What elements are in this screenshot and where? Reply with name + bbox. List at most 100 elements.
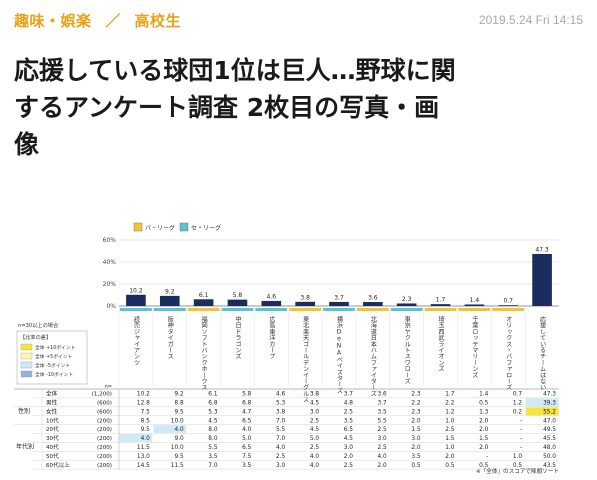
table-cell: 2.3 [411,409,421,415]
table-cell: 3.0 [378,436,388,442]
chart-bar [430,304,451,306]
table-cell: 5.3 [276,401,286,407]
table-cell: 5.5 [378,418,388,424]
subcategory-link[interactable]: 高校生 [134,12,182,30]
table-cell: 5.5 [276,427,286,433]
table-cell: 10.2 [137,392,150,398]
table-cell: 4.0 [174,427,184,433]
table-cell: 4.0 [378,454,388,460]
table-cell: 3.5 [344,418,354,424]
chart-legend-swatch [179,222,189,232]
table-cell: - [520,436,522,442]
table-footnote: ※「全体」のスコアで降順ソート [476,467,559,475]
table-cell: 9.5 [174,454,184,460]
table-cell: 2.0 [344,454,354,460]
chart-category-label: 千葉ロッテマリーンズ [471,315,478,378]
table-cell: 2.5 [344,409,354,415]
table-cell: 2.0 [479,427,489,433]
table-cell: 4.5 [310,401,320,407]
chart-league-strip [356,308,389,311]
chart-data-label: 3.7 [334,294,344,301]
table-cell: 6.1 [208,392,218,398]
table-cell: 6.5 [242,445,252,451]
table-cell: 48.0 [543,445,556,451]
ratio-legend-swatch [20,343,33,351]
table-cell: 6.8 [208,401,218,407]
table-row-label: 60代以上 [46,461,70,469]
ratio-legend-label: 全体 -5ポイント [35,362,70,369]
table-cell: 9.2 [174,392,184,398]
table-cell: 9.5 [174,409,184,415]
table-cell: 11.5 [171,463,184,469]
chart-data-label: 3.8 [300,294,310,301]
table-row-n: (200) [97,427,112,433]
table-cell: 4.5 [310,427,320,433]
table-cell: 39.3 [543,401,556,407]
chart-legend-label: セ・リーグ [191,224,221,232]
category-breadcrumb: 趣味・娯楽 ／ 高校生 [14,10,181,31]
chart-bar [363,302,383,306]
ratio-legend-label: 全体 -10ポイント [35,371,73,378]
table-group-sex: 性別 [18,407,30,415]
table-cell: 4.0 [310,454,320,460]
chart-league-strip [390,308,423,311]
table-cell: 2.0 [378,463,388,469]
table-cell: 1.0 [513,454,523,460]
table-cell: 10.0 [171,418,184,424]
ratio-legend-label: 全体 +10ポイント [35,344,76,351]
survey-chart: パ・リーグ セ・リーグ 60% 40% 20% 0% 10.2 9.2 6.1 5.8 4.6 3.8… [14,222,559,475]
chart-category-label: 北海道日本ハムファイターズ [369,315,376,396]
table-cell: 7.5 [242,454,252,460]
chart-y-tick-label: 60% [103,237,117,244]
table-cell: 0.5 [479,401,489,407]
chart-category-label: 横浜DeNAベイスターズ [336,315,343,393]
table-cell: 2.0 [479,418,489,424]
table-cell: 1.5 [445,436,455,442]
table-row-label: 20代 [46,425,59,433]
table-highlight-cell [119,434,153,442]
table-cell: 2.5 [344,463,354,469]
chart-category-label: 埼玉西武ライオンズ [437,315,444,372]
table-cell: 9.5 [141,427,151,433]
chart-league-strip [221,308,254,311]
table-cell: 1.2 [513,401,523,407]
table-n-header: n= [105,384,112,390]
table-cell: 5.0 [310,436,320,442]
table-cell: 2.5 [276,454,286,460]
table-cell: 10.0 [171,445,184,451]
table-cell: 3.7 [378,401,388,407]
table-cell: 3.5 [378,409,388,415]
table-row-label: 50代 [46,452,59,460]
table-cell: 4.5 [344,436,354,442]
chart-legend-swatch [133,222,143,232]
table-highlight-cell [525,398,559,407]
category-link[interactable]: 趣味・娯楽 [14,12,92,30]
table-cell: 2.3 [411,392,421,398]
chart-category-label: 阪神タイガース [166,315,173,359]
chart-league-strip [289,308,322,311]
table-cell: 7.0 [208,463,218,469]
table-cell: 4.0 [242,427,252,433]
publish-timestamp: 2019.5.24 Fri 14:15 [478,13,583,27]
chart-league-strip [458,308,491,311]
ratio-legend-swatch [20,361,33,369]
chart-data-label: 1.4 [470,297,480,304]
table-cell: 2.5 [310,418,320,424]
chart-data-label: 1.7 [436,297,446,304]
table-cell: 55.2 [543,409,556,415]
table-cell: 3.5 [411,454,421,460]
table-cell: 0.7 [513,392,523,398]
table-cell: 8.8 [174,401,184,407]
chart-bar [532,253,552,306]
chart-category-label: 中日ドラゴンズ [234,315,241,359]
table-cell: 50.0 [543,454,556,460]
chart-category-label: 読売ジャイアンツ [132,315,139,365]
table-cell: 4.6 [276,392,286,398]
table-cell: 43.5 [543,463,556,469]
chart-category-label: 福岡ソフトバンクホークス [200,315,207,390]
chart-data-label: 9.2 [165,288,175,295]
survey-chart-figure[interactable]: パ・リーグ セ・リーグ 60% 40% 20% 0% 10.2 9.2 6.1 5.8 4.6 3.8… [14,218,572,476]
table-cell: 8.5 [141,418,151,424]
table-row-n: (600) [97,409,112,415]
chart-league-strip [323,308,355,311]
